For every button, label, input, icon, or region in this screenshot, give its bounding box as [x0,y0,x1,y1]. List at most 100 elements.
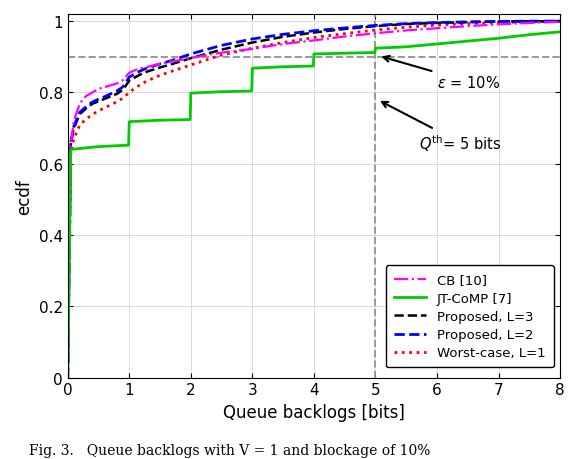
CB [10] [114,82,121,87]
CB [10] [495,22,502,28]
Proposed, L=3 [144,69,151,75]
Text: Fig. 3.   Queue backlogs with V = 1 and blockage of 10%: Fig. 3. Queue backlogs with V = 1 and bl… [29,443,430,458]
Proposed, L=3 [101,97,108,102]
CB [10] [187,56,194,62]
Proposed, L=2 [77,110,84,116]
JT-CoMP [7] [403,45,409,50]
JT-CoMP [7] [434,42,441,48]
Proposed, L=2 [280,33,287,38]
Proposed, L=2 [341,26,348,32]
Worst-case, L=1 [341,32,348,37]
Proposed, L=3 [64,375,71,381]
Text: $\epsilon$ = 10%: $\epsilon$ = 10% [383,57,500,90]
Proposed, L=2 [557,19,564,25]
Proposed, L=3 [95,99,102,105]
Worst-case, L=1 [119,96,126,101]
JT-CoMP [7] [95,145,102,150]
CB [10] [126,71,133,76]
Proposed, L=2 [101,95,108,100]
Legend: CB [10], JT-CoMP [7], Proposed, L=3, Proposed, L=2, Worst-case, L=1: CB [10], JT-CoMP [7], Proposed, L=3, Pro… [386,266,553,368]
Worst-case, L=1 [132,86,139,91]
CB [10] [169,60,176,65]
JT-CoMP [7] [280,65,287,70]
JT-CoMP [7] [218,90,225,95]
CB [10] [67,144,74,149]
JT-CoMP [7] [248,89,255,95]
CB [10] [163,61,170,66]
CB [10] [237,49,244,54]
Proposed, L=3 [119,88,126,93]
Proposed, L=2 [434,21,441,26]
Worst-case, L=1 [70,137,77,142]
JT-CoMP [7] [495,36,502,42]
Line: JT-CoMP [7]: JT-CoMP [7] [68,33,560,378]
Worst-case, L=1 [107,103,114,108]
Worst-case, L=1 [64,375,71,381]
Proposed, L=3 [372,24,379,30]
CB [10] [200,54,206,59]
Proposed, L=3 [107,95,114,100]
Proposed, L=2 [67,140,74,146]
JT-CoMP [7] [341,51,348,57]
JT-CoMP [7] [64,375,71,381]
CB [10] [249,47,256,53]
CB [10] [465,24,472,30]
Worst-case, L=1 [89,112,96,118]
Worst-case, L=1 [465,22,472,28]
Proposed, L=2 [70,124,77,130]
CB [10] [101,85,108,90]
JT-CoMP [7] [310,64,317,70]
CB [10] [403,28,409,34]
Proposed, L=2 [187,52,194,57]
Worst-case, L=1 [557,19,564,25]
Proposed, L=3 [310,31,317,36]
Proposed, L=3 [64,375,71,380]
Proposed, L=3 [526,19,533,25]
CB [10] [274,43,281,49]
Worst-case, L=1 [403,25,409,31]
Proposed, L=3 [557,19,564,25]
JT-CoMP [7] [67,147,74,153]
Y-axis label: ecdf: ecdf [15,179,33,214]
Proposed, L=3 [280,35,287,40]
CB [10] [261,45,268,50]
Proposed, L=2 [132,72,139,77]
Proposed, L=3 [187,56,194,62]
Worst-case, L=1 [144,79,151,84]
CB [10] [372,31,379,37]
Worst-case, L=1 [249,46,256,52]
Proposed, L=2 [372,23,379,29]
CB [10] [119,78,126,84]
CB [10] [310,39,317,44]
Proposed, L=3 [132,75,139,81]
Proposed, L=3 [67,142,74,147]
CB [10] [64,375,71,381]
Line: Proposed, L=2: Proposed, L=2 [68,22,560,378]
Proposed, L=3 [465,20,472,26]
JT-CoMP [7] [64,375,71,380]
Worst-case, L=1 [114,100,121,105]
CB [10] [107,84,114,89]
Proposed, L=3 [157,66,164,71]
JT-CoMP [7] [371,50,378,56]
CB [10] [95,87,102,92]
Proposed, L=2 [114,89,121,95]
CB [10] [175,58,182,64]
X-axis label: Queue backlogs [bits]: Queue backlogs [bits] [223,403,405,421]
Worst-case, L=1 [64,375,71,380]
Proposed, L=2 [157,62,164,67]
Proposed, L=3 [341,27,348,33]
Proposed, L=3 [403,22,409,28]
Proposed, L=2 [64,375,71,381]
CB [10] [224,50,231,56]
Worst-case, L=1 [280,41,287,46]
CB [10] [286,41,293,47]
CB [10] [64,375,71,380]
JT-CoMP [7] [249,66,256,72]
Worst-case, L=1 [157,73,164,79]
Proposed, L=2 [144,66,151,72]
Worst-case, L=1 [310,36,317,41]
Worst-case, L=1 [101,106,108,111]
CB [10] [77,101,84,106]
Text: $Q^{\rm th}$= 5 bits: $Q^{\rm th}$= 5 bits [382,103,501,153]
